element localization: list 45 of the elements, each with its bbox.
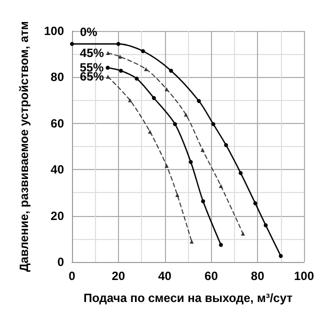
y-tick-label: 0	[57, 255, 64, 269]
point	[106, 50, 110, 55]
x-tick-label: 40	[158, 269, 172, 283]
point	[118, 54, 122, 59]
series-label: 0%	[80, 24, 98, 39]
point	[218, 242, 223, 247]
point	[70, 42, 74, 46]
y-tick-label: 20	[50, 208, 64, 223]
x-tick-label: 20	[112, 269, 126, 283]
x-tick-label: 80	[250, 269, 265, 283]
x-tick-label: 60	[204, 269, 218, 283]
point	[218, 184, 223, 188]
point	[201, 199, 206, 204]
point	[169, 68, 174, 73]
point	[144, 67, 148, 72]
y-tick-label: 40	[50, 162, 64, 177]
point	[188, 160, 193, 164]
point	[211, 122, 216, 126]
point	[253, 201, 258, 206]
x-tick-label: 100	[294, 269, 314, 283]
y-axis-title: Давление, развиваемое устройством, атм	[17, 21, 31, 272]
point	[175, 193, 180, 198]
point	[128, 98, 132, 102]
x-tick-label: 0	[68, 269, 76, 283]
y-tick-label: 60	[50, 116, 64, 130]
point	[173, 122, 178, 126]
point	[118, 68, 123, 73]
point	[164, 164, 169, 168]
point	[152, 96, 156, 100]
point	[240, 232, 245, 236]
point	[140, 49, 145, 54]
point	[190, 240, 194, 244]
point	[200, 148, 205, 152]
point	[224, 143, 228, 148]
point	[238, 171, 243, 176]
point	[278, 254, 283, 258]
x-axis-title: Подача по смеси на выходе, м³/сут	[83, 291, 293, 305]
y-tick-label: 100	[44, 24, 64, 38]
point	[264, 223, 268, 228]
point	[106, 66, 110, 70]
point	[196, 98, 201, 103]
y-tick-label: 80	[50, 70, 64, 84]
point	[134, 76, 139, 81]
series-label: 45%	[80, 46, 104, 60]
point	[116, 42, 120, 46]
